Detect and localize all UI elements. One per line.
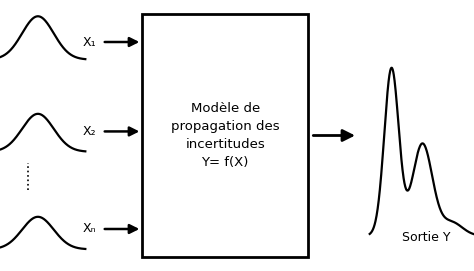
Text: X₁: X₁ <box>83 36 97 49</box>
Text: Xₙ: Xₙ <box>83 222 97 235</box>
Text: Modèle de
propagation des
incertitudes
Y= f(X): Modèle de propagation des incertitudes Y… <box>171 102 280 169</box>
Text: X₂: X₂ <box>83 125 97 138</box>
FancyBboxPatch shape <box>142 14 308 257</box>
Text: Sortie Y: Sortie Y <box>402 231 451 244</box>
